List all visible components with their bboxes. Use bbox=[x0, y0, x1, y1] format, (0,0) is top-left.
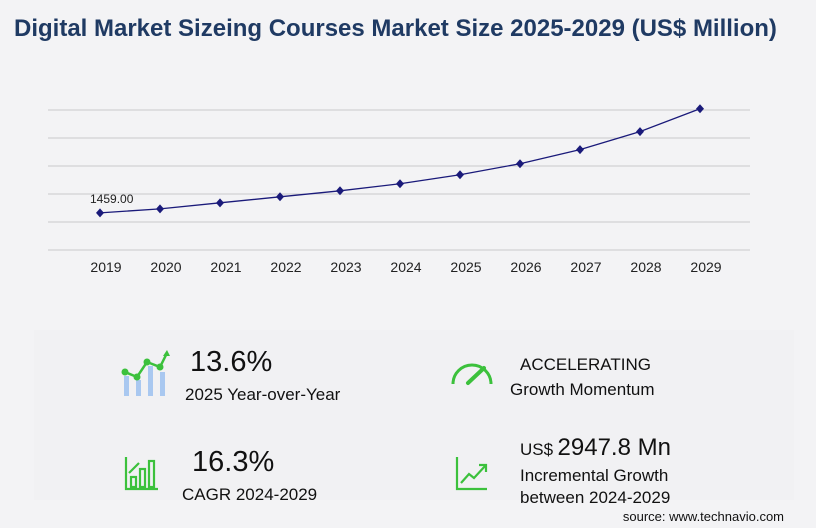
cagr-label: CAGR 2024-2029 bbox=[182, 485, 318, 504]
yoy-value: 13.6% bbox=[190, 346, 273, 378]
bar-chart-icon bbox=[124, 457, 158, 491]
x-tick-label: 2022 bbox=[270, 259, 301, 275]
currency-prefix: US$ bbox=[520, 440, 554, 459]
cagr-value: 16.3% bbox=[192, 446, 275, 478]
line-growth-icon bbox=[455, 457, 488, 491]
data-point bbox=[696, 104, 704, 114]
data-point bbox=[156, 204, 164, 214]
x-tick-label: 2021 bbox=[210, 259, 241, 275]
yoy-label: 2025 Year-over-Year bbox=[185, 385, 341, 404]
incremental-value: US$ 2947.8 Mn bbox=[520, 434, 671, 462]
data-label: 1459.00 bbox=[90, 192, 134, 206]
momentum-label: Growth Momentum bbox=[510, 380, 655, 399]
x-tick-label: 2024 bbox=[390, 259, 421, 275]
data-point bbox=[96, 208, 104, 218]
data-point bbox=[516, 159, 524, 169]
stats-panel bbox=[34, 330, 794, 500]
x-tick-label: 2027 bbox=[570, 259, 601, 275]
line-chart: 2019 2020 2021 2022 2023 2024 2025 2026 2027 2028… bbox=[48, 104, 750, 275]
x-tick-label: 2028 bbox=[630, 259, 661, 275]
x-tick-label: 2020 bbox=[150, 259, 181, 275]
chart-title: Digital Market Sizeing Courses Market Si… bbox=[14, 15, 777, 42]
series-line bbox=[99, 108, 701, 214]
incremental-amount: 2947.8 Mn bbox=[557, 434, 671, 461]
data-point bbox=[456, 170, 464, 180]
incremental-period: between 2024-2029 bbox=[520, 488, 671, 507]
momentum-value: ACCELERATING bbox=[520, 355, 651, 374]
source-text: source: www.technavio.com bbox=[622, 509, 784, 524]
data-point bbox=[636, 127, 644, 137]
x-tick-label: 2029 bbox=[690, 259, 721, 275]
speedometer-icon bbox=[451, 363, 493, 385]
bar-line-growth-icon bbox=[121, 350, 170, 396]
data-point bbox=[276, 192, 284, 202]
data-point bbox=[336, 186, 344, 196]
x-tick-label: 2019 bbox=[90, 259, 121, 275]
data-point bbox=[216, 198, 224, 208]
x-tick-label: 2025 bbox=[450, 259, 481, 275]
x-tick-label: 2026 bbox=[510, 259, 541, 275]
data-point bbox=[396, 179, 404, 189]
data-point bbox=[576, 145, 584, 155]
incremental-label: Incremental Growth bbox=[520, 466, 669, 485]
x-tick-label: 2023 bbox=[330, 259, 361, 275]
